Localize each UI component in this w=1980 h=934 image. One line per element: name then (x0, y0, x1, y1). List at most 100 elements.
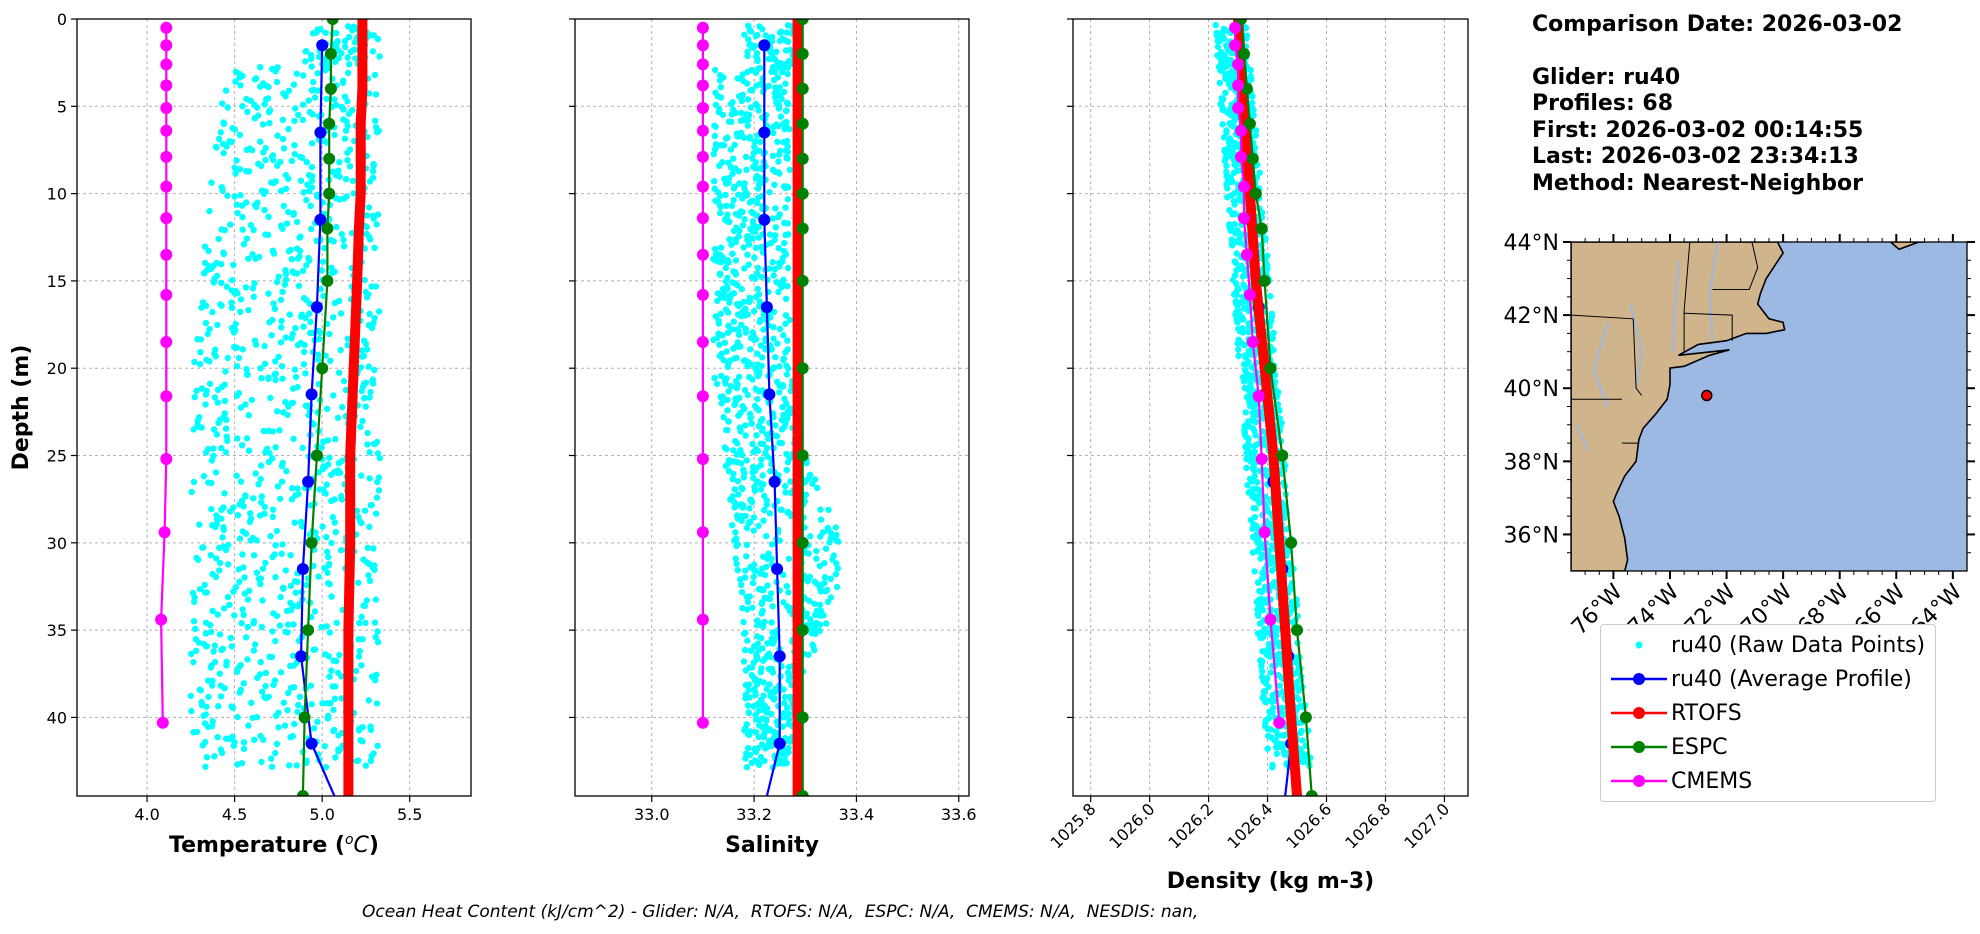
raw-data-point (192, 647, 200, 655)
raw-data-point (814, 484, 821, 492)
raw-data-point (203, 754, 211, 761)
raw-data-point (220, 120, 228, 128)
raw-data-point (1259, 618, 1266, 625)
raw-data-point (256, 512, 264, 519)
raw-data-point (717, 192, 724, 200)
raw-data-point (775, 213, 782, 221)
raw-data-point (244, 656, 251, 663)
raw-data-point (223, 283, 230, 290)
raw-data-point (1269, 761, 1276, 768)
state-border (1684, 312, 1733, 341)
raw-data-point (738, 589, 746, 596)
raw-data-point (244, 108, 251, 116)
raw-data-point (1276, 743, 1283, 751)
raw-data-point (209, 682, 216, 689)
raw-data-point (761, 506, 768, 514)
raw-data-point (291, 117, 298, 125)
raw-data-point (277, 339, 285, 346)
raw-data-point (1245, 387, 1253, 394)
raw-data-point (202, 589, 209, 596)
raw-data-point (321, 244, 328, 252)
raw-data-point (314, 718, 321, 725)
raw-data-point (769, 669, 777, 676)
raw-data-point (809, 641, 816, 648)
raw-data-point (1250, 504, 1257, 512)
series-marker (796, 117, 809, 130)
raw-data-point (750, 703, 757, 710)
raw-data-point (711, 66, 719, 74)
raw-data-point (227, 634, 234, 642)
raw-data-point (300, 189, 307, 196)
series-marker (796, 274, 809, 287)
raw-data-point (370, 545, 377, 552)
raw-data-point (251, 641, 259, 648)
raw-data-point (308, 140, 316, 147)
raw-data-point (218, 749, 226, 757)
raw-data-point (768, 742, 775, 750)
series-marker (1264, 362, 1277, 375)
raw-data-point (320, 438, 327, 445)
raw-data-point (753, 367, 760, 375)
series-marker (696, 716, 709, 729)
raw-data-point (228, 703, 235, 710)
raw-data-point (746, 593, 753, 600)
raw-data-point (724, 309, 732, 316)
raw-data-point (321, 743, 328, 750)
raw-data-point (754, 185, 762, 192)
series-marker (160, 212, 173, 225)
series-marker (696, 102, 709, 114)
raw-data-point (325, 560, 333, 568)
raw-data-point (269, 513, 276, 520)
raw-data-point (270, 300, 277, 307)
raw-data-point (784, 282, 791, 290)
raw-data-point (239, 606, 246, 613)
raw-data-point (221, 685, 228, 692)
raw-data-point (274, 132, 281, 139)
series-marker (345, 537, 356, 548)
raw-data-point (224, 437, 231, 444)
raw-data-point (257, 581, 264, 588)
raw-data-point (786, 166, 794, 174)
raw-data-point (725, 322, 732, 330)
raw-data-point (785, 664, 793, 671)
raw-data-point (760, 623, 767, 630)
raw-data-point (813, 555, 820, 562)
raw-data-point (1230, 211, 1238, 218)
raw-data-point (219, 187, 226, 194)
raw-data-point (233, 392, 241, 400)
legend-swatch-espc (1611, 741, 1667, 753)
x-axis-label-sup: o (345, 832, 354, 848)
raw-data-point (209, 717, 216, 725)
raw-data-point (328, 593, 335, 600)
plot-area (1212, 19, 1318, 796)
raw-data-point (282, 628, 289, 635)
raw-data-point (772, 432, 779, 439)
raw-data-point (821, 574, 829, 581)
raw-data-point (732, 257, 740, 264)
raw-data-point (738, 581, 745, 589)
raw-data-point (727, 146, 735, 153)
raw-data-point (740, 134, 748, 141)
raw-data-point (338, 103, 345, 111)
raw-data-point (231, 193, 238, 200)
series-marker (160, 102, 173, 114)
map-lat-label: 44°N (1504, 231, 1559, 256)
series-marker (796, 47, 809, 60)
raw-data-point (364, 441, 371, 448)
raw-data-point (730, 197, 737, 204)
raw-data-point (228, 138, 235, 145)
raw-data-point (1257, 555, 1264, 562)
raw-data-point (272, 444, 279, 451)
raw-data-point (376, 454, 383, 462)
raw-data-point (783, 362, 790, 369)
raw-data-point (805, 651, 812, 658)
raw-data-point (291, 519, 298, 526)
raw-data-point (1233, 250, 1240, 257)
x-axis-label-unit: C (354, 833, 370, 858)
raw-data-point (269, 506, 277, 513)
raw-data-point (190, 618, 198, 625)
raw-data-point (776, 382, 783, 389)
raw-data-point (248, 147, 256, 154)
raw-data-point (1235, 265, 1242, 273)
series-marker (1276, 449, 1289, 462)
